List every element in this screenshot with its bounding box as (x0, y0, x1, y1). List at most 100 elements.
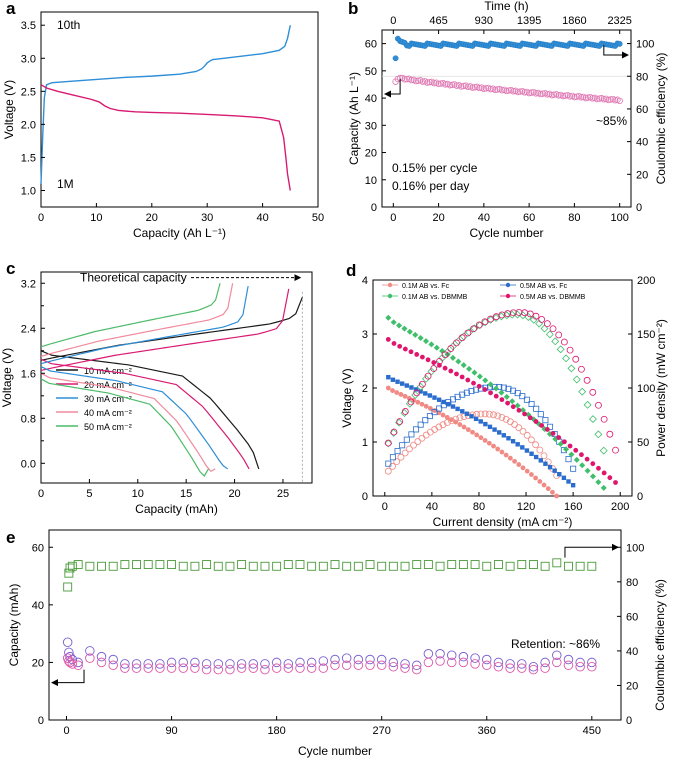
panel-d-polarization-point (543, 461, 548, 466)
panel-d-power-point (547, 423, 554, 430)
panel-e-capacity-point (388, 661, 399, 672)
panel-e-xtick-label: 0 (63, 725, 69, 737)
panel-c-legend-label: 30 mA cm⁻² (84, 394, 132, 404)
panel-d-power-point (537, 411, 544, 418)
panel-e-capacity-point (493, 657, 504, 668)
panel-e-capacity-point (376, 660, 387, 671)
panel-e-capacity-point (62, 637, 73, 648)
panel-e-capacity-point (260, 659, 270, 669)
panel-d-ylabel: Voltage (V) (340, 368, 354, 427)
panel-d-polarization-point (539, 423, 545, 428)
panel-d-polarization-point (391, 341, 397, 346)
panel-b-ce-point (392, 55, 399, 62)
panel-e-ce-point (295, 560, 305, 569)
panel-c-charge-curve (40, 285, 249, 365)
panel-d-polarization-point (419, 401, 425, 407)
panel-d-polarization-point (428, 341, 435, 348)
panel-d-power-point (436, 405, 443, 412)
panel-d-polarization-point (510, 439, 516, 444)
panel-d-polarization-point (482, 377, 489, 384)
panel-a-xtick-label: 10 (90, 212, 102, 224)
panel-b-xlabel: Cycle number (469, 226, 543, 240)
panel-e-left-axis-arrow (51, 669, 85, 687)
panel-c-ytick-label: 2.4 (21, 323, 36, 335)
panel-d-power-point (570, 465, 577, 472)
panel-d-power-point (394, 448, 401, 455)
panel-e-capacity-point (517, 663, 527, 673)
panel-b-capacity-point (571, 93, 578, 101)
panel-d-power-point (440, 402, 447, 409)
panel-a-xtick-label: 20 (146, 212, 158, 224)
panel-d-power-point (384, 439, 392, 447)
panel-e-capacity-point (67, 659, 78, 669)
panel-e-capacity-point (540, 663, 550, 673)
panel-b-capacity-point (460, 82, 467, 90)
panel-e-capacity-point (388, 657, 399, 668)
panel-d-polarization-point (573, 447, 579, 453)
panel-b-capacity-point (480, 85, 488, 92)
panel-a-ylabel: Voltage (V) (2, 80, 16, 139)
panel-d-polarization-point (417, 334, 424, 341)
panel-d-xtick-label: 80 (473, 501, 485, 513)
panel-d-power-point (405, 399, 414, 408)
panel-e-capacity-point (318, 656, 329, 666)
panel-d-power-point (532, 312, 540, 320)
panel-b-capacity-point (401, 76, 408, 83)
panel-d-polarization-point (547, 464, 553, 470)
panel-b-toplabel: Time (h) (484, 0, 528, 13)
panel-e-ce-point (330, 560, 340, 569)
panel-d-power-point (542, 417, 549, 424)
panel-d-polarization-point (390, 388, 395, 393)
panel-c-ytick-label: 0.8 (21, 413, 36, 425)
panel-d-y2label: Power density (mW cm⁻²) (654, 319, 668, 457)
panel-d-polarization-point (550, 489, 555, 495)
panel-e-ce-point (155, 560, 165, 569)
panel-c-discharge-curve (40, 372, 216, 473)
panel-d-power-point (430, 365, 438, 372)
panel-e-capacity-point (283, 663, 294, 673)
panel-b-capacity-point (415, 77, 422, 84)
panel-d-power-point (589, 415, 597, 424)
panel-d-power-point (453, 339, 460, 347)
panel-d-power-point (505, 385, 512, 392)
panel-d-polarization-point (385, 337, 391, 342)
panel-b-toptick-label: 930 (475, 15, 493, 27)
panel-d-polarization-point (439, 348, 446, 355)
panel-d-y2tick-label: 200 (637, 275, 655, 287)
panel-b-capacity-point (559, 92, 567, 100)
panel-c-xtick-label: 0 (38, 488, 44, 500)
panel-a-ytick-label: 1.5 (21, 152, 36, 164)
panel-b-capacity-point (476, 84, 483, 92)
panel-d-power-point (500, 384, 507, 391)
panel-e-ce-point (120, 560, 130, 569)
panel-e-capacity-point (108, 660, 118, 671)
panel-d-power-point (384, 467, 392, 475)
panel-d-polarization-point (460, 362, 467, 369)
panel-d-power-point (436, 357, 443, 365)
panel-d-legend-marker (387, 282, 393, 288)
panel-d-polarization-point (402, 393, 408, 399)
panel-a-xlabel: Capacity (Ah L⁻¹) (133, 226, 226, 240)
panel-c-xtick-label: 10 (132, 488, 144, 500)
panel-b-frame (381, 29, 632, 208)
panel-d-power-point (448, 417, 455, 425)
panel-e-capacity-point (353, 654, 364, 665)
panel-d-power-point (418, 380, 426, 388)
panel-e-y2tick-label: 80 (626, 577, 638, 589)
panel-b-annotation-per-cycle: 0.15% per cycle (392, 161, 478, 175)
panel-e-capacity-point (248, 659, 259, 669)
panel-d-polarization-point (433, 344, 440, 351)
panel-e-capacity-point (552, 657, 562, 668)
panel-e-capacity-point (341, 660, 352, 671)
panel-d-power-point (443, 347, 452, 356)
panel-e-ce-point (587, 561, 597, 571)
panel-d-power-point (408, 431, 415, 438)
panel-d-polarization-point (444, 351, 451, 358)
panel-b-capacity-point (458, 83, 465, 90)
panel-d-polarization-point (524, 468, 530, 474)
panel-a-discharge-curve (40, 84, 291, 191)
panel-b-capacity-point (424, 79, 431, 86)
panel-e-capacity-point (213, 659, 224, 669)
panel-d-polarization-point (398, 392, 404, 397)
